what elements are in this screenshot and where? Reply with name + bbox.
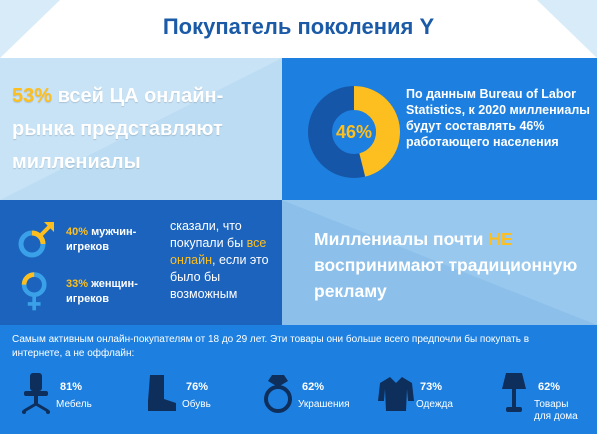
millennials-share-panel: 53% всей ЦА онлайн-рынка представляют ми… xyxy=(0,58,282,200)
ads-after: воспринимают традиционную рекламу xyxy=(314,255,578,301)
female-label: 33% женщин-игреков xyxy=(66,277,156,307)
female-text: женщин-игреков xyxy=(66,278,138,305)
goods-percent: 76% xyxy=(186,381,209,393)
panel-stripes xyxy=(282,200,597,325)
title-background-stripes xyxy=(0,0,597,58)
goods-percent: 62% xyxy=(538,381,561,393)
online-shopping-text: сказали, что покупали бы все онлайн, есл… xyxy=(170,218,280,303)
title-bar: Покупатель поколения Y xyxy=(0,0,597,58)
gender-panel: 40% мужчин-игреков 33% женщин-игреков ск… xyxy=(0,200,282,325)
lamp-icon xyxy=(502,373,526,412)
male-label: 40% мужчин-игреков xyxy=(66,225,156,255)
ring-icon xyxy=(264,375,292,413)
male-symbol-icon xyxy=(18,222,54,258)
female-percent: 33% xyxy=(66,278,89,290)
goods-label: Товары для дома xyxy=(534,399,578,422)
millennials-share-label: всей ЦА онлайн-рынка представляют миллен… xyxy=(12,85,224,173)
goods-intro-text: Самым активным онлайн-покупателям от 18 … xyxy=(12,334,530,359)
jacket-icon xyxy=(378,377,414,411)
millennials-share-text: 53% всей ЦА онлайн-рынка представляют ми… xyxy=(12,80,274,179)
goods-percent: 62% xyxy=(302,381,325,393)
goods-percent: 73% xyxy=(420,381,443,393)
goods-label: Мебель xyxy=(56,399,92,410)
said-after: , если это было бы возможным xyxy=(170,253,269,301)
goods-label: Обувь xyxy=(182,399,211,410)
goods-label: Одежда xyxy=(416,399,453,410)
male-row: 40% мужчин-игреков xyxy=(14,218,156,262)
donut-percent-label: 46% xyxy=(335,122,373,142)
donut-segment xyxy=(308,86,400,178)
bureau-panel: 46% По данным Bureau of Labor Statistics… xyxy=(282,58,597,200)
goods-percent: 81% xyxy=(60,381,83,393)
ads-highlight: НЕ xyxy=(488,229,513,249)
page-title: Покупатель поколения Y xyxy=(162,14,435,39)
goods-list: 81% Мебель 76% Обувь 62% Украшения 73% О… xyxy=(0,367,597,433)
male-text: мужчин-игреков xyxy=(66,226,137,253)
preferred-goods-panel: Самым активным онлайн-покупателям от 18 … xyxy=(0,325,597,434)
panel-stripes xyxy=(0,58,282,200)
millennials-share-percent: 53% xyxy=(12,85,53,107)
female-row: 33% женщин-игреков xyxy=(14,270,156,314)
said-highlight: все онлайн xyxy=(170,236,267,267)
advertising-panel: Миллениалы почти НЕ воспринимают традици… xyxy=(282,200,597,325)
boot-icon xyxy=(148,375,176,411)
bureau-statistics-text: По данным Bureau of Labor Statistics, к … xyxy=(406,87,590,149)
donut-chart xyxy=(308,86,400,178)
male-percent: 40% xyxy=(66,226,89,238)
said-before: сказали, что покупали бы xyxy=(170,219,247,250)
goods-label: Украшения xyxy=(298,399,350,410)
office-chair-icon xyxy=(22,373,50,414)
female-symbol-icon xyxy=(21,272,47,311)
ads-before: Миллениалы почти xyxy=(314,229,489,249)
advertising-text: Миллениалы почти НЕ воспринимают традици… xyxy=(314,226,594,304)
